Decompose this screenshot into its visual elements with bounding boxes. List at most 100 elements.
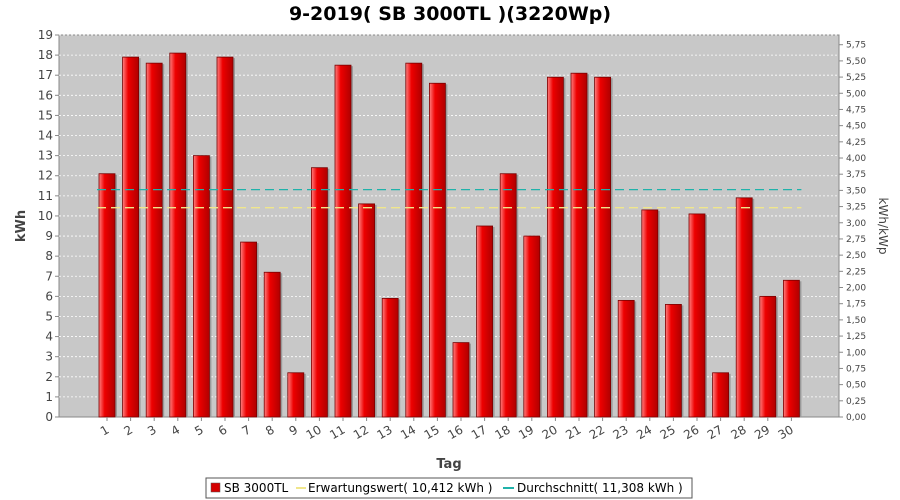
x-tick-label: 11: [327, 422, 347, 442]
y-tick-label: 7: [45, 269, 53, 283]
x-tick-label: 28: [728, 422, 748, 442]
y-tick-label: 0: [45, 410, 53, 424]
x-tick-label: 1: [98, 422, 112, 438]
bar: [523, 235, 541, 418]
right-tick-label: 2,00: [846, 284, 866, 294]
bar: [617, 299, 635, 418]
x-tick-label: 4: [169, 422, 183, 438]
right-tick-label: 3,00: [846, 219, 866, 229]
right-tick-label: 0,50: [846, 381, 866, 391]
y-tick-label: 3: [45, 350, 53, 364]
x-tick-label: 17: [469, 422, 489, 442]
right-tick-label: 5,00: [846, 89, 866, 99]
y-tick-label: 16: [38, 88, 53, 102]
bar: [240, 241, 258, 418]
bar: [547, 76, 564, 418]
right-tick-label: 5,75: [846, 41, 866, 51]
right-axis-ticks: 0,00 0,25 0,50 0,75 1,00 1,25 1,50 1,75 2,00 2,25…: [839, 41, 866, 423]
x-tick-label: 20: [540, 422, 560, 442]
bar: [476, 225, 494, 418]
legend-swatch-bars: [210, 482, 221, 493]
bar: [145, 62, 163, 418]
x-tick-label: 25: [658, 422, 678, 442]
bar: [428, 82, 446, 418]
bar: [665, 304, 682, 418]
x-tick-label: 10: [304, 422, 324, 442]
right-tick-label: 3,50: [846, 186, 866, 196]
x-tick-label: 8: [263, 422, 277, 438]
bar: [122, 56, 139, 418]
x-tick-label: 24: [634, 422, 654, 442]
legend-label-expected: Erwartungswert( 10,412 kWh ): [308, 481, 492, 495]
bar: [192, 155, 210, 418]
bar: [405, 62, 423, 418]
y-tick-label: 18: [38, 48, 53, 62]
right-tick-label: 5,50: [846, 57, 866, 67]
y-tick-label: 2: [45, 370, 53, 384]
x-tick-label: 15: [422, 422, 442, 442]
x-tick-label: 16: [445, 422, 465, 442]
y-tick-label: 17: [38, 68, 53, 82]
plot-area: [58, 34, 840, 418]
right-tick-label: 1,50: [846, 316, 866, 326]
legend: SB 3000TL Erwartungswert( 10,412 kWh ) D…: [205, 477, 693, 499]
y-tick-label: 1: [45, 390, 53, 404]
x-tick-label: 13: [374, 422, 394, 442]
x-tick-label: 19: [516, 422, 536, 442]
y-tick-label: 9: [45, 229, 53, 243]
bar: [216, 56, 234, 418]
bar: [499, 173, 517, 418]
y-tick-label: 10: [38, 209, 53, 223]
y-tick-label: 8: [45, 249, 53, 263]
right-tick-label: 4,50: [846, 122, 866, 132]
right-tick-label: 1,75: [846, 300, 866, 310]
y-tick-label: 5: [45, 309, 53, 323]
x-axis-label: Tag: [436, 457, 461, 472]
bar: [381, 297, 399, 418]
y-tick-label: 13: [38, 149, 53, 163]
x-tick-label: 6: [216, 422, 230, 438]
x-tick-label: 14: [398, 422, 418, 442]
x-tick-label: 29: [752, 422, 772, 442]
right-tick-label: 1,00: [846, 348, 866, 358]
x-tick-label: 12: [351, 422, 371, 442]
x-tick-label: 22: [587, 422, 607, 442]
y-tick-label: 19: [38, 28, 53, 42]
x-axis-ticks: 1 2 3 4 5 6 7 8 9 10 11 12 13 14 15 16 17 18 19 20 21 22 23 24 2…: [98, 417, 796, 442]
legend-label-series: SB 3000TL: [224, 481, 289, 495]
bar: [452, 342, 470, 418]
x-tick-label: 18: [492, 422, 512, 442]
reference-lines: [97, 188, 802, 209]
x-tick-label: 27: [705, 422, 725, 442]
bar: [98, 173, 116, 418]
bar: [263, 271, 281, 418]
right-tick-label: 0,00: [846, 413, 866, 423]
bar: [570, 72, 588, 418]
bar: [759, 295, 777, 418]
y-tick-label: 15: [38, 108, 53, 122]
bars: [98, 52, 802, 418]
bar: [712, 372, 729, 418]
bar: [334, 64, 352, 418]
right-tick-label: 2,75: [846, 235, 866, 245]
right-tick-label: 0,75: [846, 364, 866, 374]
y-tick-label: 11: [38, 189, 53, 203]
bar: [594, 76, 611, 418]
grid-lines: [59, 34, 839, 398]
x-tick-label: 2: [121, 422, 135, 438]
right-tick-label: 4,75: [846, 105, 866, 115]
right-axis-label: kWh/kWp: [876, 198, 890, 255]
bar: [169, 52, 187, 418]
legend-label-average: Durchschnitt( 11,308 kWh ): [517, 481, 683, 495]
x-tick-label: 7: [239, 422, 253, 438]
x-tick-label: 21: [563, 422, 583, 442]
legend-box: [205, 477, 693, 499]
bar: [358, 203, 376, 418]
x-tick-label: 30: [776, 422, 796, 442]
right-tick-label: 3,75: [846, 170, 866, 180]
bar: [688, 213, 706, 418]
right-tick-label: 5,25: [846, 73, 866, 83]
x-tick-label: 5: [192, 422, 206, 438]
